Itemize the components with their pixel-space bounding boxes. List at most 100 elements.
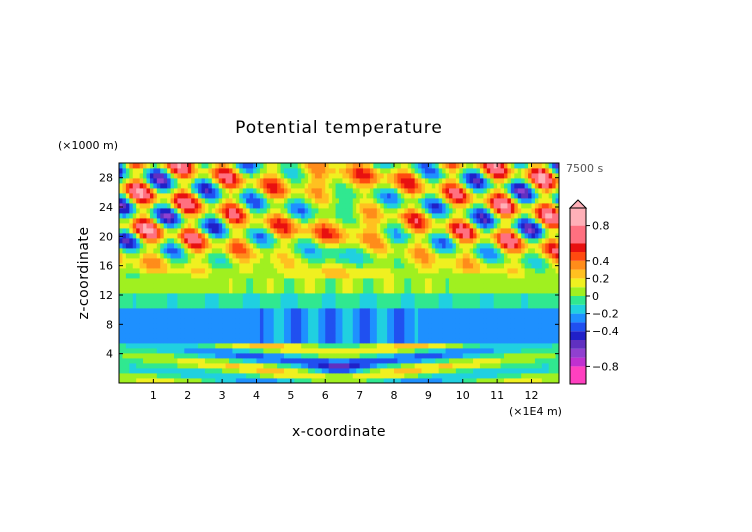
heatmap-cell: [517, 253, 522, 259]
heatmap-cell: [239, 298, 244, 304]
heatmap-cell: [534, 263, 539, 269]
heatmap-cell: [239, 353, 244, 359]
heatmap-cell: [534, 238, 539, 244]
heatmap-cell: [146, 343, 151, 349]
heatmap-cell: [555, 213, 560, 219]
heatmap-cell: [473, 268, 477, 274]
heatmap-cell: [239, 368, 244, 374]
heatmap-cell: [352, 333, 357, 339]
heatmap-cell: [462, 283, 467, 289]
heatmap-cell: [246, 188, 251, 194]
heatmap-cell: [380, 368, 385, 374]
heatmap-cell: [517, 188, 522, 194]
heatmap-cell: [191, 228, 196, 234]
heatmap-cell: [521, 293, 526, 299]
heatmap-cell: [462, 308, 467, 314]
heatmap-cell: [531, 368, 536, 374]
heatmap-cell: [531, 273, 536, 279]
heatmap-cell: [387, 223, 391, 229]
heatmap-cell: [297, 238, 302, 244]
heatmap-cell: [232, 363, 237, 369]
heatmap-cell: [421, 258, 426, 264]
heatmap-cell: [229, 268, 233, 274]
heatmap-cell: [541, 378, 546, 384]
heatmap-cell: [397, 198, 402, 204]
heatmap-cell: [397, 328, 402, 334]
heatmap-cell: [311, 363, 316, 369]
heatmap-cell: [538, 238, 543, 244]
heatmap-cell: [229, 273, 233, 279]
heatmap-cell: [301, 353, 306, 359]
heatmap-cell: [119, 308, 123, 314]
heatmap-cell: [284, 203, 288, 209]
heatmap-cell: [524, 368, 529, 374]
heatmap-cell: [359, 188, 364, 194]
heatmap-cell: [397, 208, 402, 214]
heatmap-cell: [514, 363, 519, 369]
heatmap-cell: [242, 278, 247, 284]
heatmap-cell: [342, 198, 347, 204]
heatmap-cell: [376, 268, 381, 274]
heatmap-cell: [180, 198, 185, 204]
heatmap-cell: [263, 348, 268, 354]
heatmap-cell: [407, 348, 412, 354]
heatmap-cell: [177, 193, 182, 199]
heatmap-cell: [153, 328, 158, 334]
heatmap-cell: [297, 193, 302, 199]
heatmap-cell: [136, 248, 141, 254]
heatmap-cell: [411, 378, 416, 384]
heatmap-cell: [266, 338, 271, 344]
heatmap-cell: [528, 218, 532, 224]
heatmap-cell: [163, 353, 168, 359]
heatmap-cell: [294, 308, 299, 314]
heatmap-cell: [445, 233, 450, 239]
heatmap-cell: [514, 243, 519, 249]
heatmap-cell: [380, 243, 385, 249]
heatmap-cell: [514, 353, 519, 359]
heatmap-cell: [462, 363, 467, 369]
heatmap-cell: [198, 228, 202, 234]
heatmap-cell: [325, 233, 330, 239]
heatmap-cell: [232, 258, 237, 264]
heatmap-cell: [215, 223, 220, 229]
heatmap-cell: [452, 283, 457, 289]
heatmap-cell: [311, 318, 316, 324]
heatmap-cell: [239, 238, 244, 244]
heatmap-cell: [552, 258, 556, 264]
heatmap-cell: [229, 368, 233, 374]
heatmap-cell: [493, 198, 498, 204]
heatmap-cell: [242, 238, 247, 244]
heatmap-cell: [304, 343, 309, 349]
heatmap-cell: [198, 238, 202, 244]
heatmap-cell: [204, 348, 209, 354]
heatmap-cell: [524, 363, 529, 369]
heatmap-cell: [411, 203, 416, 209]
heatmap-cell: [462, 348, 467, 354]
heatmap-cell: [184, 293, 189, 299]
heatmap-cell: [438, 243, 443, 249]
heatmap-cell: [469, 228, 474, 234]
heatmap-cell: [366, 233, 371, 239]
heatmap-cell: [452, 323, 457, 329]
heatmap-cell: [290, 198, 295, 204]
heatmap-cell: [218, 253, 223, 259]
heatmap-cell: [149, 378, 154, 384]
heatmap-cell: [149, 308, 154, 314]
heatmap-cell: [455, 368, 460, 374]
heatmap-cell: [215, 358, 220, 364]
heatmap-cell: [359, 218, 364, 224]
heatmap-cell: [359, 338, 364, 344]
heatmap-cell: [421, 378, 426, 384]
heatmap-cell: [318, 358, 323, 364]
heatmap-cell: [239, 293, 244, 299]
heatmap-cell: [345, 333, 350, 339]
heatmap-cell: [277, 368, 281, 374]
heatmap-cell: [424, 268, 429, 274]
heatmap-cell: [297, 353, 302, 359]
heatmap-cell: [435, 188, 440, 194]
heatmap-cell: [314, 268, 319, 274]
heatmap-cell: [198, 188, 202, 194]
heatmap-cell: [167, 268, 171, 274]
heatmap-cell: [479, 233, 484, 239]
heatmap-cell: [290, 283, 295, 289]
